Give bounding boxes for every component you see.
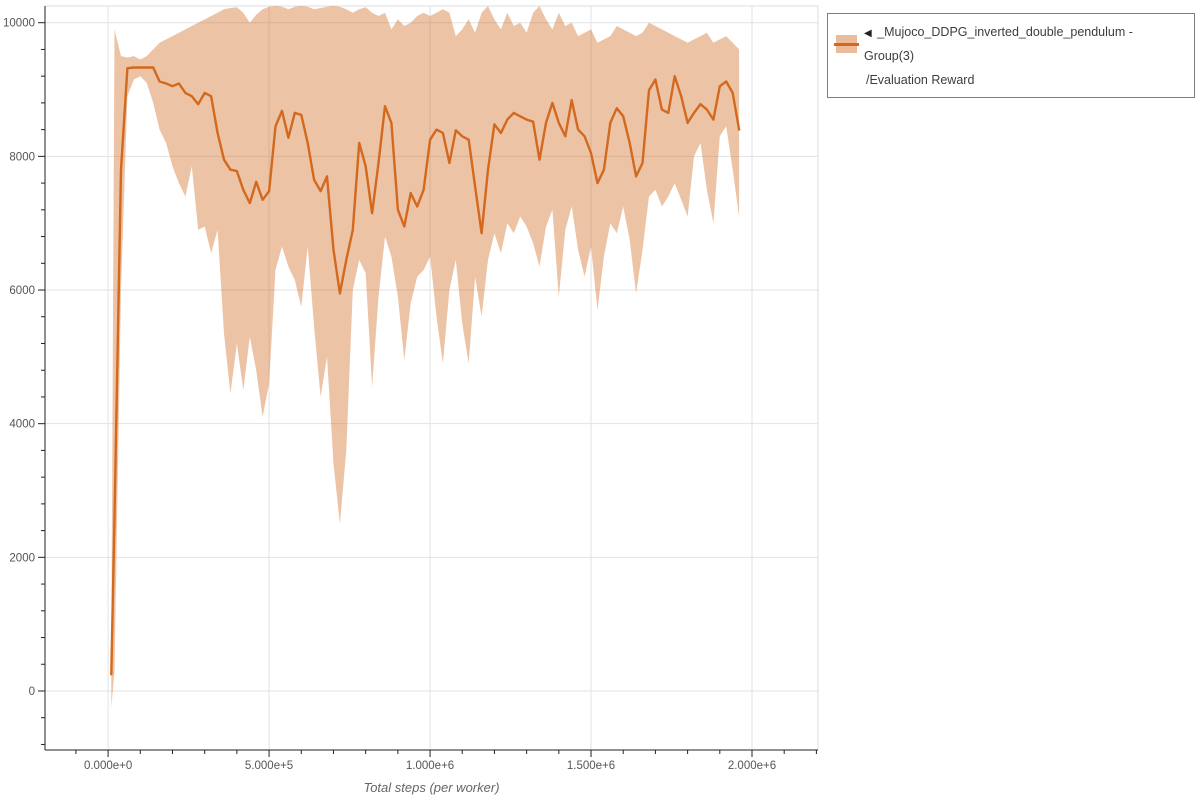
x-tick-label: 0.000e+0 — [84, 760, 132, 772]
y-tick-label: 6000 — [9, 285, 35, 297]
x-axis-title: Total steps (per worker) — [363, 780, 499, 795]
y-tick-label: 8000 — [9, 151, 35, 163]
legend-label: _Mujoco_DDPG_inverted_double_pendulum - … — [864, 25, 1133, 63]
x-tick-label: 5.000e+5 — [245, 760, 293, 772]
legend[interactable]: ◀ _Mujoco_DDPG_inverted_double_pendulum … — [827, 13, 1195, 98]
y-tick-label: 4000 — [9, 419, 35, 431]
x-tick-label: 1.000e+6 — [406, 760, 454, 772]
legend-collapse-icon: ◀ — [864, 28, 874, 39]
reward-band — [111, 6, 740, 708]
legend-sublabel: /Evaluation Reward — [866, 73, 975, 87]
gridlines — [45, 5, 819, 750]
x-tick-label: 2.000e+6 — [728, 760, 776, 772]
plot-area[interactable] — [45, 6, 818, 750]
y-tick-label: 2000 — [9, 552, 35, 564]
legend-swatch-icon — [834, 35, 859, 53]
reward-mean-line — [110, 66, 741, 676]
x-tick-label: 1.500e+6 — [567, 760, 615, 772]
legend-swatch-line-icon — [834, 42, 859, 46]
y-tick-label: 0 — [29, 686, 35, 698]
axes — [38, 6, 818, 757]
legend-entry-line1: ◀ _Mujoco_DDPG_inverted_double_pendulum … — [864, 21, 1186, 67]
y-tick-label: 10000 — [3, 18, 35, 30]
